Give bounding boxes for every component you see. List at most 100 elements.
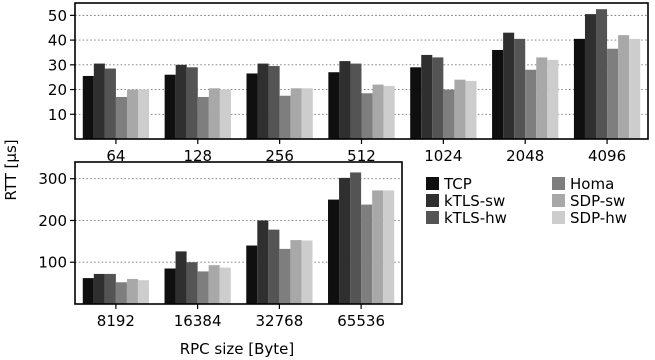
bar-sdp-sw-4096	[618, 35, 630, 139]
bar-tcp-65536	[328, 199, 340, 304]
chart-panel-large-rpc: 8192 16384 32768 65536 100 200 300	[38, 161, 403, 330]
legend-label-ktls-sw: kTLS-sw	[444, 192, 505, 210]
bar-sdp-hw-256	[301, 88, 313, 139]
bar-sdp-sw-512	[372, 84, 384, 139]
bar-sdp-hw-8192	[137, 280, 149, 304]
bar-sdp-sw-8192	[126, 278, 138, 304]
plot-frame-top	[74, 2, 649, 140]
y-tick-label-bottom-100: 100	[38, 254, 67, 272]
bar-ktls-sw-8192	[93, 273, 105, 304]
bar-tcp-1024	[410, 67, 422, 139]
bar-sdp-sw-32768	[290, 240, 302, 304]
bar-ktls-hw-32768	[268, 229, 280, 304]
bar-sdp-sw-16384	[208, 265, 220, 304]
bar-ktls-sw-1024	[421, 54, 433, 139]
bar-ktls-hw-256	[268, 66, 280, 139]
bar-ktls-hw-65536	[350, 172, 362, 304]
bar-ktls-sw-64	[93, 63, 105, 139]
x-tick-label-64: 64	[106, 147, 125, 165]
bar-ktls-sw-128	[175, 64, 187, 139]
bar-sdp-hw-16384	[219, 267, 231, 304]
legend-swatch-ktls-sw	[426, 194, 439, 207]
bar-ktls-hw-8192	[104, 273, 116, 304]
x-tick-label-128: 128	[183, 147, 212, 165]
x-tick-label-65536: 65536	[337, 312, 385, 330]
bar-sdp-hw-32768	[301, 240, 313, 304]
legend-label-tcp: TCP	[443, 175, 472, 193]
bar-ktls-sw-512	[339, 61, 351, 139]
bar-ktls-sw-65536	[339, 177, 351, 304]
bar-tcp-512	[328, 72, 340, 139]
bar-ktls-hw-128	[186, 67, 198, 139]
bar-ktls-sw-256	[257, 63, 269, 139]
legend-label-sdp-hw: SDP-hw	[570, 209, 627, 227]
legend-swatch-tcp	[426, 177, 439, 190]
x-tick-label-8192: 8192	[97, 312, 135, 330]
bar-sdp-hw-2048	[547, 59, 559, 139]
y-tick-label-top-20: 20	[48, 81, 67, 99]
chart-panel-small-rpc: 64 128 256 512 1024 2048 4096 10 20 30 40 50	[48, 2, 649, 165]
y-axis-label: RTT [µs]	[2, 139, 20, 200]
x-tick-label-1024: 1024	[424, 147, 462, 165]
bar-ktls-hw-512	[350, 63, 362, 139]
x-tick-label-512: 512	[347, 147, 376, 165]
x-tick-label-256: 256	[265, 147, 294, 165]
legend-label-ktls-hw: kTLS-hw	[444, 209, 507, 227]
bar-sdp-sw-65536	[372, 190, 384, 304]
bar-homa-8192	[115, 282, 127, 304]
x-tick-label-4096: 4096	[588, 147, 626, 165]
bar-homa-65536	[361, 204, 373, 304]
y-tick-label-bottom-300: 300	[38, 170, 67, 188]
bar-sdp-hw-64	[138, 89, 150, 139]
bar-ktls-sw-32768	[257, 220, 269, 304]
bar-sdp-hw-512	[383, 85, 395, 139]
legend-swatch-sdp-hw	[552, 211, 565, 224]
legend-label-homa: Homa	[570, 175, 614, 193]
x-tick-label-16384: 16384	[174, 312, 222, 330]
x-axis-label: RPC size [Byte]	[180, 340, 295, 358]
bar-homa-4096	[607, 48, 619, 139]
bar-ktls-hw-16384	[186, 262, 198, 304]
bar-sdp-sw-1024	[454, 79, 466, 139]
bar-homa-512	[361, 93, 373, 139]
bar-homa-32768	[279, 248, 291, 304]
y-tick-label-top-30: 30	[48, 56, 67, 74]
y-tick-label-top-50: 50	[48, 7, 67, 25]
y-tick-label-top-10: 10	[48, 106, 67, 124]
bar-homa-16384	[197, 271, 209, 304]
bar-tcp-2048	[492, 49, 504, 139]
y-tick-label-top-40: 40	[48, 32, 67, 50]
bar-sdp-hw-128	[219, 89, 231, 139]
bar-sdp-sw-2048	[536, 57, 548, 139]
bar-tcp-64	[82, 75, 94, 139]
plot-frame-bottom	[74, 161, 403, 305]
bar-ktls-sw-4096	[584, 14, 597, 139]
legend-swatch-sdp-sw	[552, 194, 565, 207]
bar-ktls-hw-4096	[596, 9, 608, 139]
bar-ktls-hw-2048	[514, 38, 526, 139]
x-tick-label-32768: 32768	[256, 312, 304, 330]
bar-tcp-128	[164, 74, 176, 139]
bar-tcp-32768	[246, 245, 258, 304]
legend-label-sdp-sw: SDP-sw	[570, 192, 625, 210]
legend-swatch-ktls-hw	[426, 211, 439, 224]
bar-sdp-hw-1024	[465, 80, 477, 139]
bar-homa-1024	[443, 89, 455, 139]
bar-tcp-256	[246, 73, 258, 139]
bar-ktls-sw-2048	[503, 32, 515, 139]
bar-sdp-hw-4096	[629, 38, 641, 139]
bar-tcp-16384	[164, 268, 176, 304]
legend-swatch-homa	[552, 177, 565, 190]
x-tick-label-2048: 2048	[506, 147, 544, 165]
bar-sdp-sw-256	[290, 88, 302, 139]
bar-ktls-hw-1024	[432, 57, 444, 139]
bar-homa-64	[115, 96, 127, 139]
y-tick-label-bottom-200: 200	[38, 212, 67, 230]
bar-sdp-sw-128	[208, 88, 220, 139]
bar-ktls-hw-64	[104, 68, 116, 139]
bar-homa-2048	[525, 69, 537, 139]
bar-homa-128	[197, 96, 209, 139]
bar-sdp-hw-65536	[383, 190, 395, 304]
